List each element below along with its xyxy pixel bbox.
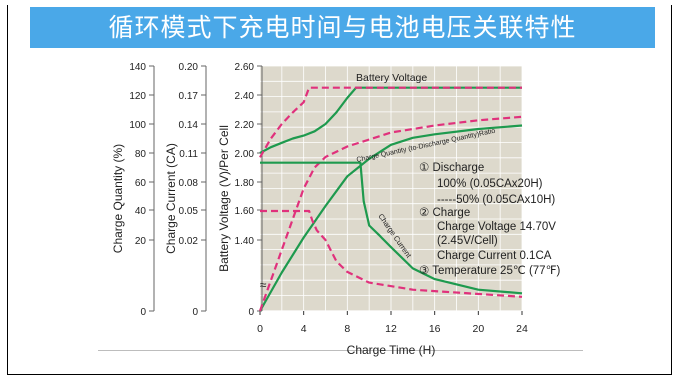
y-tick-label: 0.02 <box>179 236 199 247</box>
battery-voltage-label: Battery Voltage <box>356 72 427 84</box>
y-tick-label: 0.05 <box>179 206 199 217</box>
y-axis-title: Charge Current (CA) <box>164 143 178 254</box>
legend-line-7: ③ Temperature 25℃ (77℉) <box>419 265 561 277</box>
y-tick-label: 0.11 <box>179 149 198 160</box>
legend-line-4: Charge Voltage 14.70V <box>437 221 556 233</box>
legend-line-1: 100% (0.05CAx20H) <box>437 178 543 190</box>
series-line-dashed-5 <box>260 209 523 298</box>
grid-lines <box>259 65 523 312</box>
y-tick-label: 0.08 <box>179 178 199 189</box>
y-tick-label: 120 <box>129 91 146 102</box>
y-tick-label: 1.60 <box>235 206 255 217</box>
y-axis-title: Battery Voltage (V)/Per Cell <box>217 125 231 272</box>
series-line-solid-0 <box>259 86 522 154</box>
y-tick-label: 2.60 <box>235 62 255 73</box>
legend-line-2: -----50% (0.05CAx10H) <box>437 194 555 206</box>
series-line-solid-4 <box>260 161 523 295</box>
y-tick-label: 80 <box>135 149 147 160</box>
y-tick-label: 2.00 <box>235 149 255 160</box>
series-line-dashed-3 <box>258 115 523 312</box>
x-tick-label: 4 <box>301 323 307 335</box>
legend-line-5: (2.45V/Cell) <box>437 235 498 247</box>
x-tick-label: 24 <box>516 323 528 335</box>
y-tick-label: 0.17 <box>179 91 199 102</box>
y-tick-label: 2.20 <box>235 120 255 131</box>
y-tick-label: 0.14 <box>179 120 199 131</box>
axis-break-marker: ≈ <box>260 278 267 292</box>
slide-frame <box>7 5 672 375</box>
y-tick-label: 20 <box>135 236 147 247</box>
bottom-divider <box>98 350 583 351</box>
y-tick-label: 1.40 <box>235 236 255 247</box>
y-tick-label: 60 <box>135 178 147 189</box>
y-tick-label: 0.20 <box>179 62 199 73</box>
x-tick-label: 12 <box>385 323 397 335</box>
legend-line-3: ② Charge <box>419 207 470 219</box>
y-tick-label: 0 <box>248 307 254 318</box>
x-tick-label: 16 <box>429 323 441 335</box>
x-tick-label: 20 <box>472 323 484 335</box>
y-tick-label: 100 <box>129 120 146 131</box>
x-tick-label: 0 <box>257 323 263 335</box>
y-tick-label: 140 <box>129 62 146 73</box>
legend-line-0: ① Discharge <box>419 162 484 174</box>
slide-title: 循环模式下充电时间与电池电压关联特性 <box>30 7 655 48</box>
x-tick-label: 8 <box>344 323 350 335</box>
series-line-dashed-1 <box>259 86 522 158</box>
y-axis-title: Charge Quantity (%) <box>111 144 125 253</box>
y-tick-label: 1.80 <box>235 178 255 189</box>
y-tick-label: 2.40 <box>235 91 255 102</box>
y-tick-label: 0 <box>192 307 198 318</box>
legend-line-6: Charge Current 0.1CA <box>437 250 552 262</box>
x-axis-title: Charge Time (H) <box>347 343 436 357</box>
y-tick-label: 0 <box>140 307 146 318</box>
y-tick-label: 40 <box>135 206 147 217</box>
series-line-solid-2 <box>259 124 523 312</box>
